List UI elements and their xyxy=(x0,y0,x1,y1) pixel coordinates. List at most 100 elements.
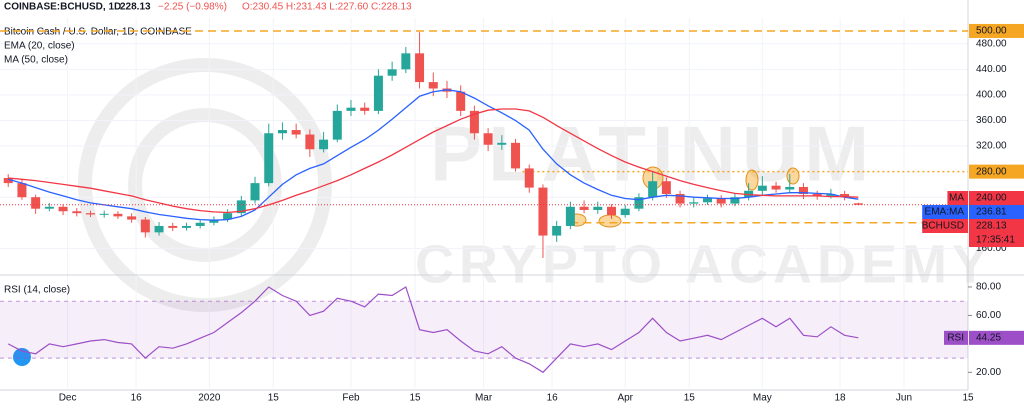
candle-body xyxy=(757,185,767,191)
candle-body xyxy=(277,130,287,134)
candle-body xyxy=(140,219,150,233)
x-tick-label: 18 xyxy=(835,393,847,404)
price-label-box xyxy=(969,191,1024,205)
rsi-label-value: 44.25 xyxy=(976,332,1001,343)
candle-body xyxy=(223,213,233,220)
watermark-text: CRYPTO ACADEMY xyxy=(415,234,993,294)
x-tick-label: Dec xyxy=(59,393,77,404)
candle-body xyxy=(154,225,164,233)
candle-body xyxy=(853,203,863,205)
candle-body xyxy=(31,197,41,209)
x-tick-label: 2020 xyxy=(198,393,221,404)
candle-body xyxy=(319,139,329,150)
candle-body xyxy=(236,200,246,214)
header-change: −2.25 (−0.98%) xyxy=(158,2,227,13)
level-label-box xyxy=(969,164,1024,179)
price-label-value: 228.13 xyxy=(976,221,1007,232)
header-ohlc: O:230.45 H:231.43 L:227.60 C:228.13 xyxy=(242,2,412,13)
x-tick-label: 15 xyxy=(684,393,696,404)
level-label: 280.00 xyxy=(976,166,1007,177)
countdown-box xyxy=(969,233,1024,247)
candle-body xyxy=(579,206,589,210)
x-tick-label: 15 xyxy=(409,393,421,404)
rsi-band xyxy=(0,301,968,359)
rsi-tag-box xyxy=(944,330,968,345)
level-label: 500.00 xyxy=(976,26,1007,37)
header-last: 228.13 xyxy=(120,2,151,13)
rsi-line xyxy=(7,286,859,374)
price-tag: MA xyxy=(949,193,964,204)
level-label-box xyxy=(969,23,1024,38)
y-tick-label: 480.00 xyxy=(976,38,1007,49)
candle-body xyxy=(195,222,205,226)
price-label-value: 236.81 xyxy=(976,207,1007,218)
y-tick-label: 440.00 xyxy=(976,64,1007,75)
candle-body xyxy=(538,187,548,236)
x-tick-label: Mar xyxy=(475,393,493,404)
candle-body xyxy=(209,219,219,223)
rsi-tick-label: 80.00 xyxy=(976,282,1001,293)
candle-body xyxy=(661,181,671,194)
candle-body xyxy=(181,225,191,228)
candle-body xyxy=(113,213,123,217)
candle-body xyxy=(689,202,699,204)
price-tag: BCHUSD xyxy=(922,221,964,232)
candle-body xyxy=(387,69,397,76)
legend-title: Bitcoin Cash / U.S. Dollar, 1D, COINBASE xyxy=(4,27,192,38)
header-symbol: COINBASE:BCHUSD, 1D xyxy=(4,2,121,13)
candle-body xyxy=(675,193,685,204)
candle-body xyxy=(565,206,575,226)
rsi-tick-label: 20.00 xyxy=(976,367,1001,378)
y-tick-label: 400.00 xyxy=(976,90,1007,101)
candle-body xyxy=(812,193,822,196)
price-tag: EMA:MA xyxy=(925,207,965,218)
x-tick-label: May xyxy=(753,393,772,404)
candle-body xyxy=(58,206,68,212)
candle-body xyxy=(456,91,466,111)
x-tick-label: Apr xyxy=(617,393,633,404)
candle-body xyxy=(99,213,109,215)
candle-body xyxy=(716,198,726,204)
candle-body xyxy=(332,110,342,140)
candle-body xyxy=(72,211,82,214)
x-tick-label: 16 xyxy=(547,393,559,404)
candle-body xyxy=(250,183,260,201)
price-label-value: 240.00 xyxy=(976,193,1007,204)
candle-body xyxy=(127,216,137,220)
price-tag-box xyxy=(922,219,968,233)
candle-body xyxy=(360,107,370,111)
candle-body xyxy=(305,134,315,150)
candle-body xyxy=(483,133,493,145)
price-tag-box xyxy=(922,205,968,219)
candle-body xyxy=(826,193,836,196)
candle-body xyxy=(85,213,95,215)
candle-body xyxy=(168,225,178,228)
candle-body xyxy=(634,197,644,209)
candle-body xyxy=(415,53,425,83)
candle-body xyxy=(730,197,740,204)
rsi-legend: RSI (14, close) xyxy=(4,285,70,296)
x-tick-label: 16 xyxy=(131,393,143,404)
candle-body xyxy=(607,206,617,216)
x-tick-label: Feb xyxy=(342,393,360,404)
x-tick-label: 15 xyxy=(962,393,974,404)
candle-body xyxy=(17,183,27,198)
candle-body xyxy=(497,142,507,145)
candle-body xyxy=(702,198,712,203)
candle-body xyxy=(264,133,274,184)
y-tick-label: 360.00 xyxy=(976,115,1007,126)
indicator-line xyxy=(8,89,859,221)
countdown: 17:35:41 xyxy=(976,235,1015,246)
candle-body xyxy=(291,130,301,135)
indicator-line xyxy=(8,108,859,214)
rsi-label-box xyxy=(969,330,1024,345)
candle-body xyxy=(593,206,603,210)
legend-entry: MA (50, close) xyxy=(4,55,68,66)
candle-body xyxy=(44,206,54,209)
candle-body xyxy=(840,193,850,198)
candle-body xyxy=(785,186,795,190)
candle-body xyxy=(552,225,562,236)
candle-body xyxy=(428,82,438,89)
legend-entry: EMA (20, close) xyxy=(4,41,75,52)
candle-body xyxy=(401,53,411,70)
